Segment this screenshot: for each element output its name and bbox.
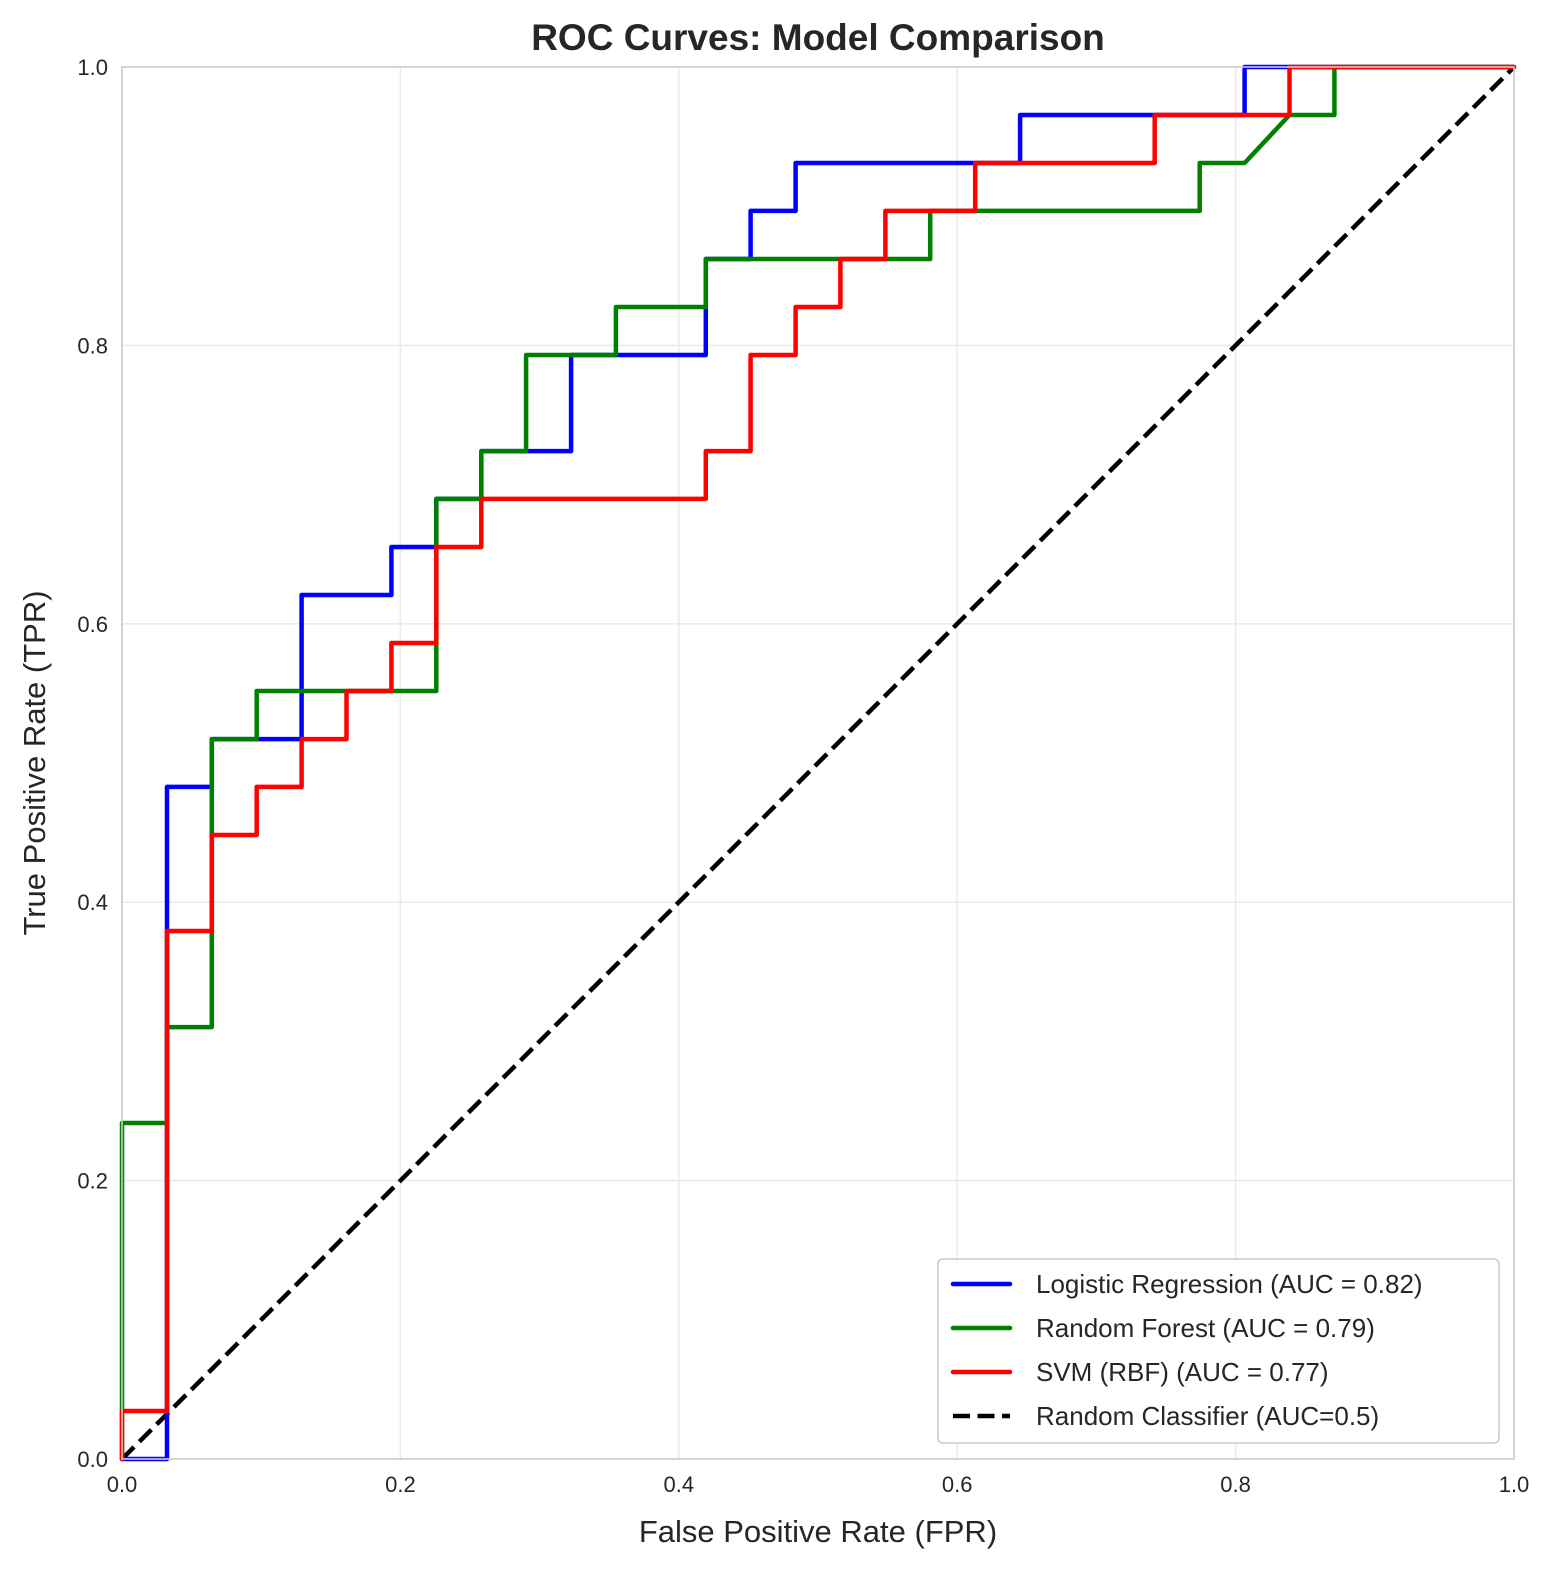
x-axis-ticks: 0.0 0.2 0.4 0.6 0.8 1.0 (107, 1472, 1530, 1497)
legend-label: Logistic Regression (AUC = 0.82) (1036, 1269, 1423, 1299)
x-tick-label: 0.0 (107, 1472, 138, 1497)
legend: Logistic Regression (AUC = 0.82) Random F… (937, 1258, 1500, 1444)
legend-item: Logistic Regression (AUC = 0.82) (950, 1269, 1423, 1299)
x-tick-label: 0.2 (385, 1472, 416, 1497)
legend-item: Random Forest (AUC = 0.79) (950, 1313, 1375, 1343)
series-layer (119, 64, 1517, 1462)
legend-item: SVM (RBF) (AUC = 0.77) (950, 1357, 1329, 1387)
legend-box (937, 1258, 1500, 1444)
x-tick-label: 1.0 (1499, 1472, 1530, 1497)
grid-lines (121, 66, 1515, 1460)
series-line-random-classifier (120, 65, 1516, 1461)
x-tick-label: 0.8 (1220, 1472, 1251, 1497)
legend-label: SVM (RBF) (AUC = 0.77) (1036, 1357, 1329, 1387)
y-axis-label: True Positive Rate (TPR) (17, 590, 52, 935)
x-tick-label: 0.4 (664, 1472, 695, 1497)
x-axis-label: False Positive Rate (FPR) (639, 1514, 997, 1549)
x-tick-label: 0.6 (942, 1472, 973, 1497)
y-tick-label: 0.0 (77, 1447, 108, 1472)
legend-label: Random Forest (AUC = 0.79) (1036, 1313, 1375, 1343)
chart-title: ROC Curves: Model Comparison (531, 17, 1105, 58)
y-tick-label: 1.0 (77, 55, 108, 80)
y-axis-ticks: 0.0 0.2 0.4 0.6 0.8 1.0 (77, 55, 108, 1472)
legend-item: Random Classifier (AUC=0.5) (953, 1401, 1379, 1431)
y-tick-label: 0.2 (77, 1169, 108, 1194)
y-tick-label: 0.8 (77, 333, 108, 358)
series-line-svm (119, 64, 1517, 1462)
legend-label: Random Classifier (AUC=0.5) (1036, 1401, 1379, 1431)
y-tick-label: 0.4 (77, 890, 108, 915)
plot-area-border (121, 66, 1515, 1460)
y-tick-label: 0.6 (77, 612, 108, 637)
